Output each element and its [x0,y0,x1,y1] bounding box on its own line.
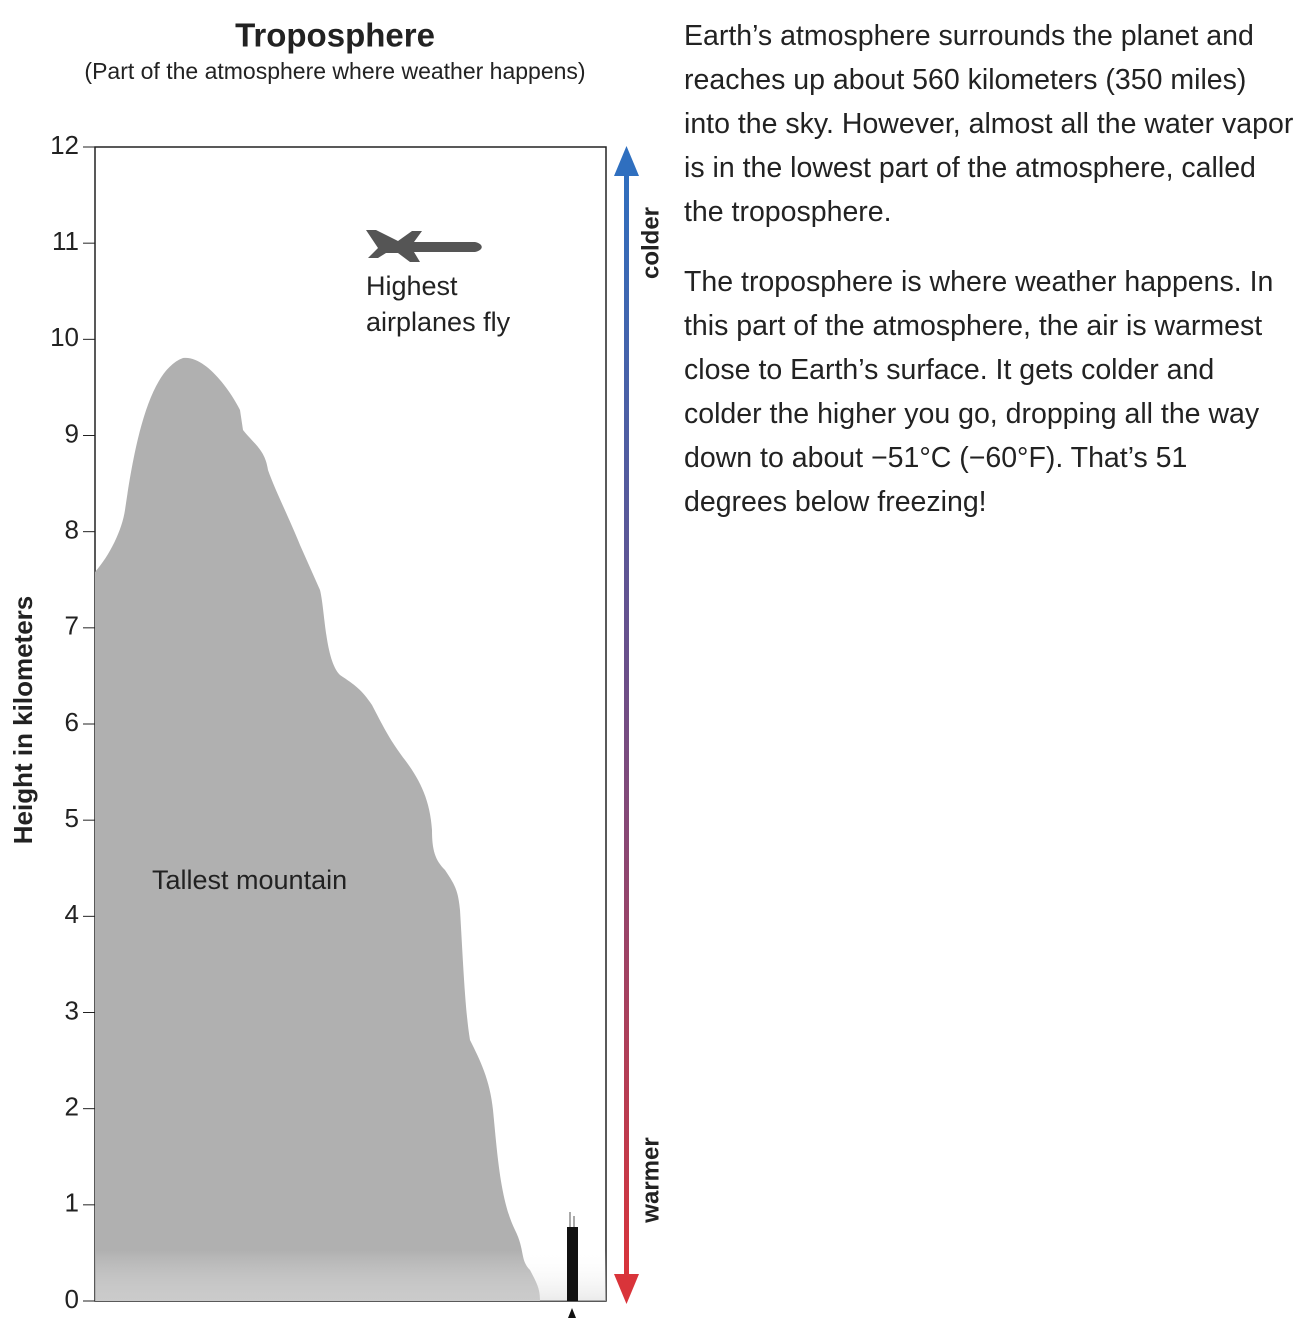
paragraph: Earth’s atmosphere surrounds the planet … [684,20,1294,228]
y-tick-label: 11 [52,226,79,256]
building [567,1212,578,1318]
title: Troposphere [235,17,435,54]
y-tick-label: 3 [65,995,79,1025]
paragraph: The troposphere is where weather happens… [684,266,1274,518]
airplane-label: Highest [366,271,458,301]
mountain [95,357,540,1301]
airplane-label: airplanes fly [366,307,511,337]
y-tick-label: 0 [65,1284,79,1314]
colder-label: colder [637,207,664,279]
temperature-arrow [614,146,639,1304]
article: Earth’s atmosphere surrounds the planet … [684,14,1296,550]
y-tick-label: 6 [65,707,79,737]
airplane-icon [366,230,482,262]
subtitle: (Part of the atmosphere where weather ha… [84,58,585,84]
y-tick-label: 4 [65,899,79,929]
axis-label: Height in kilometers [8,596,38,845]
y-tick-label: 1 [65,1188,79,1218]
y-tick-label: 10 [50,322,79,352]
mountain-label: Tallest mountain [152,865,347,895]
ground-fade [96,1250,606,1301]
y-tick-label: 7 [65,611,79,641]
y-tick-label: 9 [65,418,79,448]
y-tick-label: 2 [65,1092,79,1122]
warmer-label: warmer [637,1137,664,1223]
y-tick-label: 8 [65,515,79,545]
y-tick-label: 5 [65,803,79,833]
y-tick-label: 12 [50,130,79,160]
